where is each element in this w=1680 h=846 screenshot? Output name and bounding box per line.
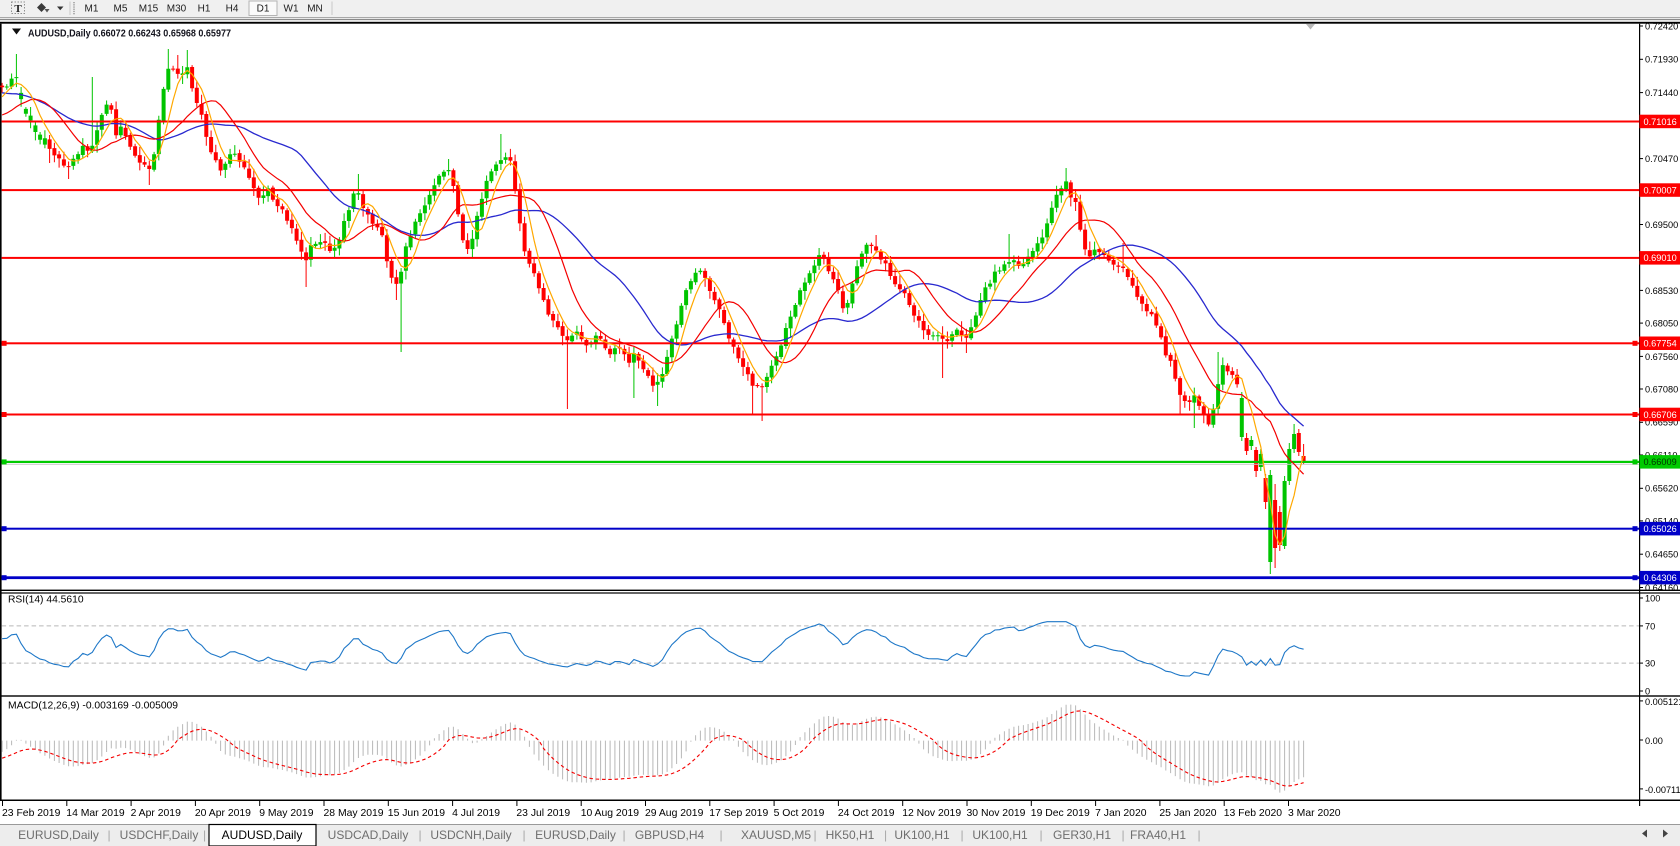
svg-text:0.69010: 0.69010 xyxy=(1644,253,1677,263)
svg-text:30: 30 xyxy=(1645,659,1655,669)
svg-text:0.00: 0.00 xyxy=(1645,736,1663,746)
svg-text:0.72420: 0.72420 xyxy=(1645,21,1678,31)
svg-text:4 Jul 2019: 4 Jul 2019 xyxy=(452,808,500,819)
svg-text:M5: M5 xyxy=(114,4,128,15)
svg-text:UK100,H1: UK100,H1 xyxy=(894,828,950,842)
svg-text:0.67754: 0.67754 xyxy=(1644,339,1677,349)
svg-text:W1: W1 xyxy=(284,4,299,15)
svg-text:0: 0 xyxy=(1645,686,1650,696)
svg-text:0.64650: 0.64650 xyxy=(1645,550,1678,560)
svg-text:0.71016: 0.71016 xyxy=(1644,117,1677,127)
svg-text:0.66590: 0.66590 xyxy=(1645,418,1678,428)
svg-text:0.70470: 0.70470 xyxy=(1645,154,1678,164)
svg-text:HK50,H1: HK50,H1 xyxy=(826,828,875,842)
svg-text:0.67560: 0.67560 xyxy=(1645,352,1678,362)
svg-text:23 Jul 2019: 23 Jul 2019 xyxy=(516,808,570,819)
svg-text:0.64160: 0.64160 xyxy=(1645,583,1678,593)
svg-text:GBPUSD,H4: GBPUSD,H4 xyxy=(635,828,705,842)
svg-text:USDCNH,Daily: USDCNH,Daily xyxy=(430,828,511,842)
svg-text:5 Oct 2019: 5 Oct 2019 xyxy=(774,808,825,819)
svg-text:H4: H4 xyxy=(226,4,239,15)
svg-text:|: | xyxy=(418,828,421,842)
svg-text:24 Oct 2019: 24 Oct 2019 xyxy=(838,808,895,819)
svg-text:|: | xyxy=(813,828,816,842)
svg-text:0.65620: 0.65620 xyxy=(1645,484,1678,494)
svg-text:15 Jun 2019: 15 Jun 2019 xyxy=(388,808,445,819)
svg-text:0.70007: 0.70007 xyxy=(1644,185,1677,195)
svg-text:-0.00711: -0.00711 xyxy=(1645,785,1680,795)
svg-text:AUDUSD,Daily 0.66072 0.66243: AUDUSD,Daily 0.66072 0.66243 0.65968 0.6… xyxy=(28,29,231,40)
svg-text:|: | xyxy=(1197,828,1200,842)
svg-text:|: | xyxy=(1121,828,1124,842)
svg-text:0.64306: 0.64306 xyxy=(1644,573,1677,583)
svg-text:19 Dec 2019: 19 Dec 2019 xyxy=(1031,808,1090,819)
svg-text:29 Aug 2019: 29 Aug 2019 xyxy=(645,808,704,819)
svg-text:M1: M1 xyxy=(85,4,99,15)
svg-text:|: | xyxy=(719,828,722,842)
svg-text:EURUSD,Daily: EURUSD,Daily xyxy=(535,828,616,842)
svg-text:USDCHF,Daily: USDCHF,Daily xyxy=(120,828,199,842)
svg-text:|: | xyxy=(522,828,525,842)
svg-text:AUDUSD,Daily: AUDUSD,Daily xyxy=(222,828,303,842)
svg-text:0.66706: 0.66706 xyxy=(1644,410,1677,420)
svg-text:EURUSD,Daily: EURUSD,Daily xyxy=(18,828,99,842)
svg-text:RSI(14) 44.5610: RSI(14) 44.5610 xyxy=(8,595,84,606)
svg-text:|: | xyxy=(1039,828,1042,842)
svg-text:25 Jan 2020: 25 Jan 2020 xyxy=(1159,808,1216,819)
svg-text:0.71930: 0.71930 xyxy=(1645,55,1678,65)
svg-text:23 Feb 2019: 23 Feb 2019 xyxy=(2,808,61,819)
svg-text:USDCAD,Daily: USDCAD,Daily xyxy=(328,828,409,842)
svg-text:100: 100 xyxy=(1645,593,1660,603)
svg-text:0.66009: 0.66009 xyxy=(1644,457,1677,467)
svg-text:70: 70 xyxy=(1645,621,1655,631)
svg-text:|: | xyxy=(203,828,206,842)
svg-text:T: T xyxy=(14,3,22,15)
svg-text:FRA40,H1: FRA40,H1 xyxy=(1130,828,1186,842)
svg-text:MACD(12,26,9) -0.003169 -0.005: MACD(12,26,9) -0.003169 -0.005009 xyxy=(8,701,178,712)
svg-text:|: | xyxy=(622,828,625,842)
svg-text:UK100,H1: UK100,H1 xyxy=(972,828,1028,842)
svg-text:30 Nov 2019: 30 Nov 2019 xyxy=(967,808,1026,819)
svg-text:D1: D1 xyxy=(257,4,270,15)
svg-text:2 Apr 2019: 2 Apr 2019 xyxy=(131,808,181,819)
svg-text:XAUUSD,M5: XAUUSD,M5 xyxy=(741,828,811,842)
svg-text:0.68530: 0.68530 xyxy=(1645,286,1678,296)
svg-text:M30: M30 xyxy=(167,4,187,15)
svg-text:0.68050: 0.68050 xyxy=(1645,319,1678,329)
svg-text:0.65140: 0.65140 xyxy=(1645,516,1678,526)
svg-text:9 May 2019: 9 May 2019 xyxy=(259,808,314,819)
svg-text:GER30,H1: GER30,H1 xyxy=(1053,828,1111,842)
svg-text:3 Mar 2020: 3 Mar 2020 xyxy=(1288,808,1341,819)
svg-text:0.67080: 0.67080 xyxy=(1645,384,1678,394)
svg-text:13 Feb 2020: 13 Feb 2020 xyxy=(1224,808,1283,819)
svg-text:28 May 2019: 28 May 2019 xyxy=(324,808,384,819)
svg-text:12 Nov 2019: 12 Nov 2019 xyxy=(902,808,961,819)
svg-text:0.005121: 0.005121 xyxy=(1645,697,1680,707)
svg-text:H1: H1 xyxy=(198,4,211,15)
svg-text:17 Sep 2019: 17 Sep 2019 xyxy=(709,808,768,819)
svg-text:M15: M15 xyxy=(139,4,159,15)
svg-text:7 Jan 2020: 7 Jan 2020 xyxy=(1095,808,1147,819)
svg-text:MN: MN xyxy=(307,4,323,15)
svg-text:0.69500: 0.69500 xyxy=(1645,220,1678,230)
svg-text:|: | xyxy=(884,828,887,842)
svg-text:10 Aug 2019: 10 Aug 2019 xyxy=(581,808,640,819)
svg-text:20 Apr 2019: 20 Apr 2019 xyxy=(195,808,251,819)
svg-text:|: | xyxy=(960,828,963,842)
svg-text:14 Mar 2019: 14 Mar 2019 xyxy=(66,808,125,819)
svg-text:|: | xyxy=(107,828,110,842)
svg-text:0.71440: 0.71440 xyxy=(1645,88,1678,98)
svg-text:0.65026: 0.65026 xyxy=(1644,524,1677,534)
